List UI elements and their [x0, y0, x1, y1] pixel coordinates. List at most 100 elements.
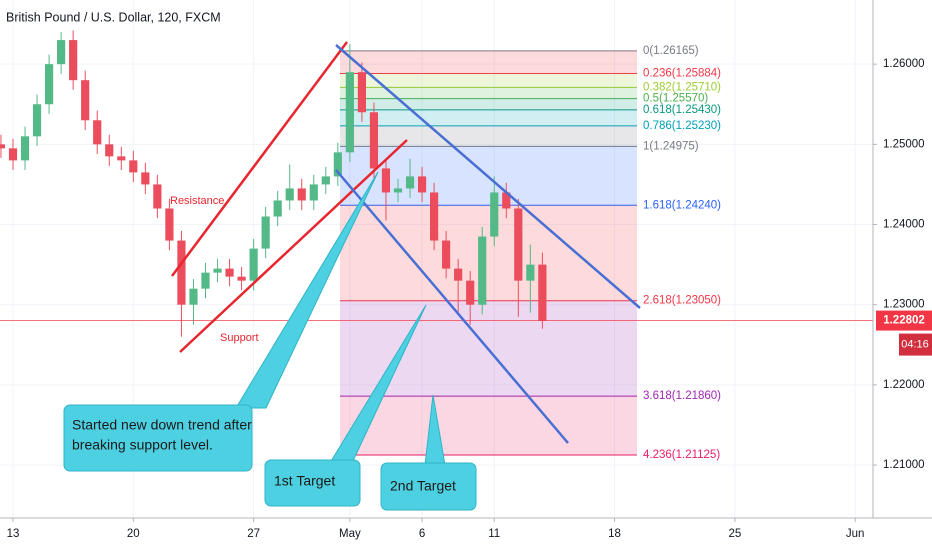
- candle-body: [285, 188, 294, 201]
- fib-label: 2.618(1.23050): [643, 295, 721, 307]
- candle-body: [261, 216, 270, 249]
- candle-body: [466, 280, 475, 305]
- candle-body: [297, 188, 306, 201]
- last-price-box: [876, 310, 932, 331]
- candle-body: [273, 200, 282, 217]
- target1-box: [264, 459, 361, 507]
- candle-body: [309, 184, 318, 201]
- candle-body: [502, 192, 511, 209]
- fib-label: 1(1.24975): [643, 140, 699, 152]
- x-tick-label: Jun: [846, 528, 865, 540]
- countdown-box: [899, 333, 932, 356]
- callout-box: [63, 404, 253, 472]
- candle-body: [454, 268, 463, 281]
- candles-layer: [0, 30, 873, 337]
- fib-label: 4.236(1.21125): [643, 449, 720, 461]
- candle-body: [8, 148, 18, 161]
- candle-body: [526, 264, 535, 281]
- x-tick-label: 20: [127, 528, 140, 540]
- target-label: 2nd Target: [390, 478, 456, 494]
- candle-body: [201, 272, 210, 289]
- fib-label: 0(1.26165): [643, 45, 699, 57]
- x-tick-label: 25: [728, 528, 741, 540]
- candle-body: [153, 184, 162, 209]
- candle-body: [321, 176, 330, 185]
- fib-zone: [340, 396, 637, 456]
- fib-label: 0.382(1.25710): [643, 81, 721, 93]
- target2-box: [380, 462, 477, 511]
- candle-body: [490, 192, 499, 237]
- candle-body: [381, 168, 391, 193]
- candle-body: [189, 288, 198, 305]
- candle-body: [249, 248, 258, 281]
- candle-body: [345, 72, 354, 153]
- fib-zone: [340, 125, 637, 147]
- candle-body: [237, 276, 246, 281]
- time-axis-bg: [0, 518, 932, 550]
- candle-body: [81, 80, 90, 121]
- candle-body: [69, 40, 78, 81]
- resistance-label: Resistance: [170, 195, 224, 207]
- drawings: Resistance Support Started new down tren…: [63, 41, 641, 511]
- fib-zone: [340, 205, 637, 301]
- candle-body: [44, 64, 54, 105]
- callout-text: breaking support level.: [72, 437, 213, 453]
- candle-body: [369, 112, 379, 169]
- candle-body: [93, 120, 102, 145]
- candle-body: [442, 240, 451, 269]
- candle-body: [478, 236, 487, 305]
- fib-label: 3.618(1.21860): [643, 390, 721, 402]
- fib-label: 0.5(1.25570): [643, 93, 708, 105]
- channel-top: [335, 44, 641, 309]
- candle-body: [405, 176, 415, 189]
- fib-zone: [340, 87, 637, 99]
- x-tick-label: May: [339, 528, 361, 540]
- y-tick-label: 1.21000: [883, 459, 925, 471]
- candle-body: [20, 136, 30, 161]
- candle-body: [514, 208, 523, 281]
- x-tick-label: 11: [488, 528, 500, 540]
- price-axis-bg: [873, 0, 932, 550]
- candle-body: [0, 144, 6, 149]
- callout-text: Started new down trend after: [72, 417, 252, 433]
- fib-zone: [340, 50, 637, 74]
- candle-body: [357, 72, 366, 113]
- candle-body: [538, 264, 547, 321]
- x-tick-label: 13: [7, 528, 20, 540]
- candle-body: [105, 144, 114, 157]
- fib-label: 0.786(1.25230): [643, 120, 721, 132]
- grid-layer: [0, 0, 873, 518]
- candle-body: [32, 104, 42, 137]
- candle-body: [430, 192, 439, 241]
- y-tick-label: 1.26000: [883, 58, 925, 70]
- target-label: 1st Target: [274, 473, 335, 489]
- x-tick-label: 6: [419, 528, 425, 540]
- candle-body: [117, 156, 126, 161]
- channel-bottom: [335, 169, 569, 444]
- candle-body: [417, 176, 427, 193]
- fib-zone: [340, 109, 637, 126]
- chart-title: British Pound / U.S. Dollar, 120, FXCM: [6, 10, 221, 24]
- support-line: [179, 139, 408, 353]
- y-tick-label: 1.22000: [883, 379, 925, 391]
- candle-body: [393, 188, 403, 193]
- y-tick-label: 1.25000: [883, 138, 925, 150]
- countdown-label: 04:16: [901, 338, 929, 350]
- candle-body: [57, 40, 66, 65]
- candle-body: [213, 268, 222, 273]
- support-label: Support: [220, 332, 259, 344]
- x-tick-label: 18: [608, 528, 621, 540]
- candle-body: [129, 160, 138, 173]
- candle-body: [225, 268, 234, 277]
- candle-body: [177, 240, 186, 305]
- fib-label: 0.236(1.25884): [643, 67, 721, 79]
- candle-body: [141, 172, 150, 185]
- x-tick-label: 27: [247, 528, 260, 540]
- fib-zone: [340, 98, 637, 110]
- fib-layer: 0(1.26165)0.236(1.25884)0.382(1.25710)0.…: [340, 45, 721, 461]
- candle-body: [165, 208, 174, 241]
- y-tick-label: 1.24000: [883, 219, 925, 231]
